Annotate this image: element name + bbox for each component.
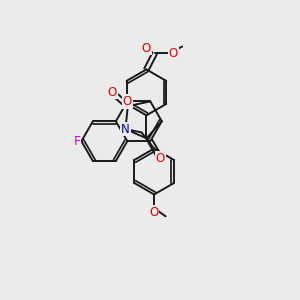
Text: O: O [142,42,151,55]
Text: O: O [123,95,132,108]
Text: O: O [169,47,178,60]
Text: N: N [121,122,130,136]
Text: F: F [74,135,80,148]
Text: O: O [108,86,117,99]
Text: O: O [156,152,165,165]
Text: O: O [149,206,159,219]
